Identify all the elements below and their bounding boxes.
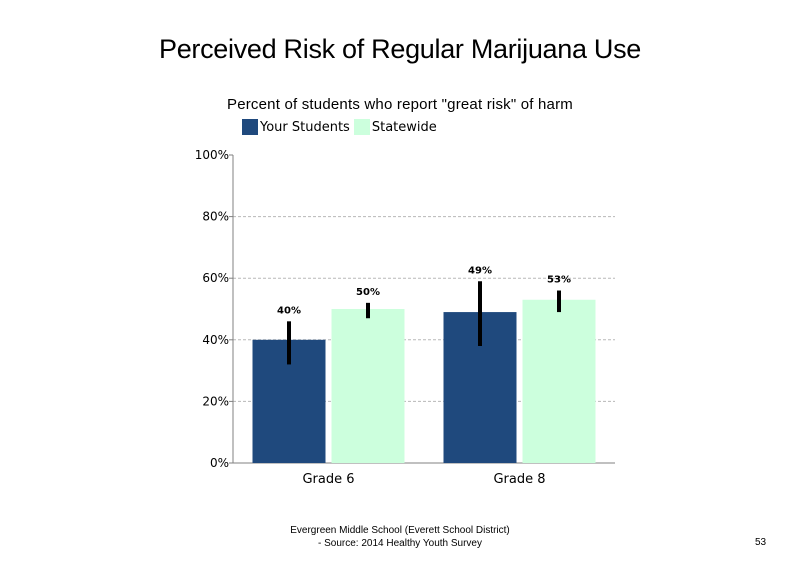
chart-legend: Your Students Statewide <box>242 118 441 136</box>
data-label: 50% <box>356 287 380 298</box>
x-tick-label: Grade 8 <box>493 472 545 487</box>
x-tick-label: Grade 6 <box>302 472 354 487</box>
legend-swatch-your-students <box>242 119 258 135</box>
legend-swatch-statewide <box>353 119 370 135</box>
bar-grade-6-statewide <box>331 309 405 463</box>
legend-label-your-students: Your Students <box>260 119 350 135</box>
legend-label-statewide: Statewide <box>371 119 437 135</box>
y-tick-label: 80% <box>202 210 229 224</box>
y-tick-label: 0% <box>210 456 229 470</box>
bar-grade-8-statewide <box>522 299 596 463</box>
legend-item-your-students: Your Students <box>242 119 350 135</box>
data-label: 49% <box>468 265 492 276</box>
y-tick-label: 20% <box>202 394 229 408</box>
data-label: 40% <box>277 305 301 316</box>
y-tick-label: 100% <box>195 148 229 162</box>
y-tick-label: 40% <box>202 333 229 347</box>
data-label: 53% <box>547 275 571 286</box>
chart-title: Perceived Risk of Regular Marijuana Use <box>158 34 641 64</box>
footer: Evergreen Middle School (Everett School … <box>200 524 600 550</box>
y-tick-label: 60% <box>202 271 229 285</box>
page-number: 53 <box>755 537 767 548</box>
footer-school: Evergreen Middle School (Everett School … <box>290 525 510 536</box>
legend-item-statewide: Statewide <box>353 119 437 135</box>
chart-subtitle: Percent of students who report "great ri… <box>226 96 573 113</box>
footer-source: - Source: 2014 Healthy Youth Survey <box>318 538 482 549</box>
